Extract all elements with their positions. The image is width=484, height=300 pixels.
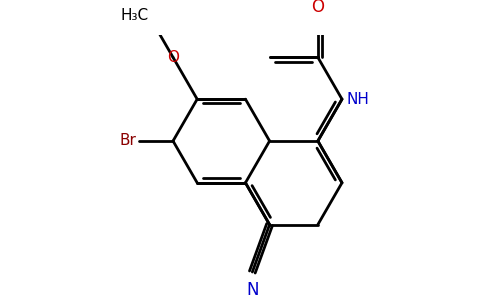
- Text: O: O: [167, 50, 179, 65]
- Text: O: O: [311, 0, 324, 16]
- Text: NH: NH: [347, 92, 369, 107]
- Text: N: N: [246, 280, 258, 298]
- Text: Br: Br: [119, 134, 136, 148]
- Text: H₃C: H₃C: [121, 8, 149, 23]
